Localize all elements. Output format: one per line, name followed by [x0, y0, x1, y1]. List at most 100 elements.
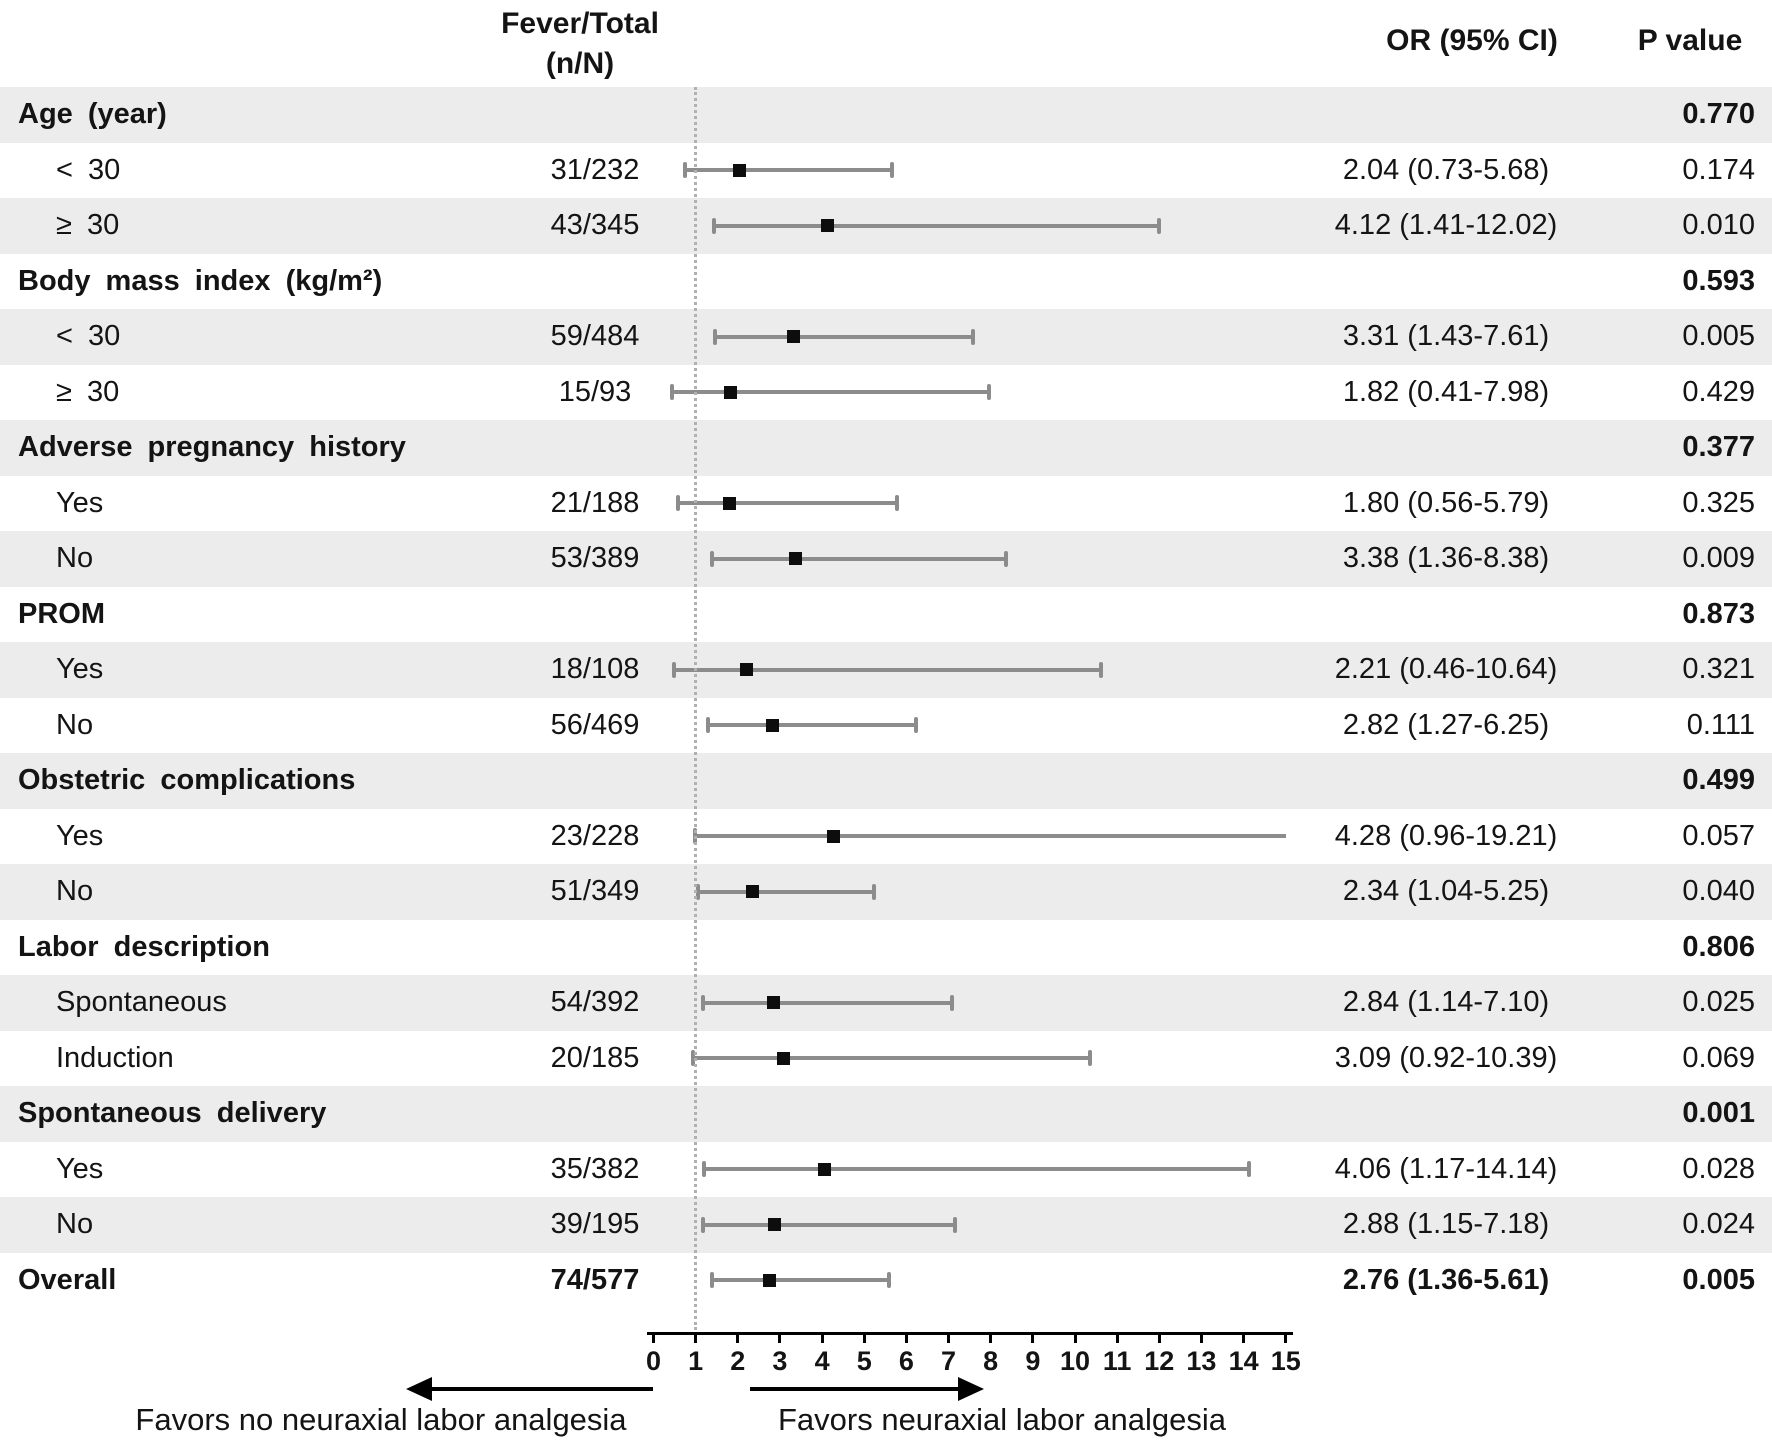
row-label: < 30 [56, 320, 121, 353]
or-marker [777, 1051, 791, 1065]
ci-cap-right [949, 994, 954, 1011]
subgroup-row: No 51/349 2.34 (1.04-5.25) 0.040 [0, 864, 1772, 920]
p-value: 0.499 [1682, 764, 1755, 797]
or-marker [786, 330, 800, 344]
right-favors-label: Favors neuraxial labor analgesia [777, 1402, 1227, 1437]
x-axis-tick-label: 12 [1144, 1346, 1175, 1376]
subgroup-row: No 39/195 2.88 (1.15-7.18) 0.024 [0, 1197, 1772, 1253]
group-row: Adverse pregnancy history 0.377 [0, 420, 1772, 476]
group-row: Age (year) 0.770 [0, 87, 1772, 143]
ci-cap-right [986, 384, 991, 401]
ci-cap-right [871, 883, 876, 900]
column-header-fever-total-line2: (n/N) [545, 47, 615, 80]
p-value: 0.057 [1682, 819, 1755, 852]
row-label: Yes [56, 486, 104, 519]
x-axis-tick [947, 1332, 951, 1343]
ci-cap-left [709, 550, 714, 567]
ci-bar [712, 223, 1161, 228]
x-axis-line [646, 1332, 1293, 1335]
ci-cap-right [971, 328, 976, 345]
group-row: Labor description 0.806 [0, 920, 1772, 976]
or-ci-value: 2.04 (0.73-5.68) [1342, 153, 1550, 186]
p-value: 0.321 [1682, 653, 1755, 686]
subgroup-row: Spontaneous 54/392 2.84 (1.14-7.10) 0.025 [0, 975, 1772, 1031]
or-marker [763, 1273, 777, 1287]
subgroup-row: Yes 18/108 2.21 (0.46-10.64) 0.321 [0, 642, 1772, 698]
ci-bar [701, 1000, 953, 1005]
fever-total-value: 59/484 [550, 320, 640, 353]
subgroup-row: No 53/389 3.38 (1.36-8.38) 0.009 [0, 531, 1772, 587]
p-value: 0.069 [1682, 1041, 1755, 1074]
ci-bar [697, 889, 875, 894]
ci-cap-left [706, 717, 711, 734]
p-value: 0.873 [1682, 597, 1755, 630]
x-axis-tick [1284, 1332, 1288, 1343]
or-marker [732, 163, 746, 177]
ci-bar [710, 556, 1007, 561]
or-marker [768, 1218, 782, 1232]
ci-bar [670, 390, 990, 395]
ci-cap-left [700, 994, 705, 1011]
x-axis-tick-label: 0 [645, 1346, 662, 1376]
x-axis-tick-label: 9 [1025, 1346, 1041, 1376]
ci-cap-left [711, 217, 716, 234]
row-label: Spontaneous delivery [18, 1097, 327, 1130]
or-marker [827, 829, 841, 843]
row-label: Obstetric complications [18, 764, 356, 797]
or-ci-value: 4.28 (0.96-19.21) [1334, 819, 1558, 852]
x-axis-tick-label: 1 [688, 1346, 704, 1376]
ci-cap-left [701, 1161, 706, 1178]
or-marker [740, 663, 754, 677]
fever-total-value: 23/228 [550, 819, 640, 852]
ci-cap-right [894, 495, 899, 512]
row-label: Yes [56, 819, 104, 852]
p-value: 0.005 [1682, 320, 1755, 353]
p-value: 0.770 [1682, 98, 1755, 131]
x-axis-tick-label: 15 [1270, 1346, 1301, 1376]
or-marker [723, 385, 737, 399]
p-value: 0.028 [1682, 1152, 1755, 1185]
or-marker [765, 718, 779, 732]
x-axis-tick [989, 1332, 993, 1343]
or-ci-value: 2.88 (1.15-7.18) [1342, 1208, 1550, 1241]
row-label: ≥ 30 [56, 209, 120, 242]
fever-total-value: 21/188 [550, 486, 640, 519]
left-favors-arrow [430, 1387, 653, 1391]
x-axis-tick-label: 4 [814, 1346, 830, 1376]
p-value: 0.111 [1686, 708, 1755, 741]
p-value: 0.040 [1682, 875, 1755, 908]
row-label: No [56, 1208, 94, 1241]
x-axis-tick [820, 1332, 824, 1343]
x-axis-tick-label: 11 [1102, 1346, 1132, 1376]
left-arrow-icon [406, 1377, 432, 1401]
row-label: Adverse pregnancy history [18, 431, 406, 464]
left-favors-label: Favors no neuraxial labor analgesia [135, 1402, 627, 1437]
row-label: Yes [56, 1152, 104, 1185]
ci-cap-left [712, 328, 717, 345]
p-value: 0.806 [1682, 930, 1755, 963]
group-row: Body mass index (kg/m²) 0.593 [0, 254, 1772, 310]
x-axis-tick-label: 13 [1186, 1346, 1217, 1376]
group-row: Spontaneous delivery 0.001 [0, 1086, 1772, 1142]
or-marker [818, 1162, 832, 1176]
ci-cap-right [889, 162, 894, 179]
right-favors-arrow [750, 1387, 960, 1391]
p-value: 0.001 [1682, 1097, 1755, 1130]
or-ci-value: 4.12 (1.41-12.02) [1334, 209, 1558, 242]
x-axis-tick [862, 1332, 866, 1343]
p-value: 0.025 [1682, 986, 1755, 1019]
ci-bar [677, 501, 898, 506]
x-axis-tick-label: 8 [983, 1346, 999, 1376]
fever-total-value: 20/185 [550, 1041, 640, 1074]
ci-cap-left [709, 1272, 714, 1289]
or-ci-value: 4.06 (1.17-14.14) [1334, 1152, 1558, 1185]
or-ci-value: 2.21 (0.46-10.64) [1334, 653, 1558, 686]
subgroup-row: < 30 59/484 3.31 (1.43-7.61) 0.005 [0, 309, 1772, 365]
fever-total-value: 18/108 [550, 653, 640, 686]
ci-cap-left [691, 1050, 696, 1067]
row-label: Spontaneous [56, 986, 227, 1019]
x-axis-tick-label: 2 [730, 1346, 746, 1376]
subgroup-row: No 56/469 2.82 (1.27-6.25) 0.111 [0, 698, 1772, 754]
ci-cap-left [676, 495, 681, 512]
